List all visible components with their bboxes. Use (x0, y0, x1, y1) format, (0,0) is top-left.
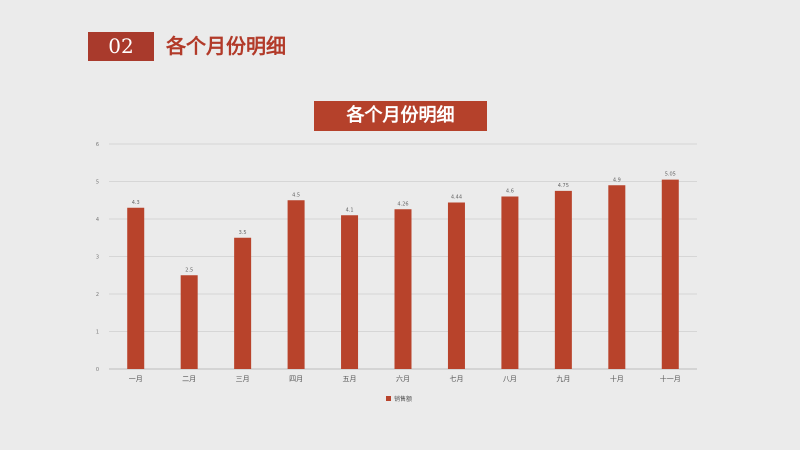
bar (394, 209, 412, 369)
data-label: 4.9 (613, 177, 621, 183)
x-tick-label: 五月 (343, 375, 357, 383)
chart-title: 各个月份明细 (314, 101, 487, 131)
x-tick-label: 七月 (449, 374, 463, 383)
data-label: 4.6 (506, 189, 514, 195)
data-label: 5.05 (665, 172, 676, 178)
legend-swatch (386, 396, 391, 401)
legend-label: 销售额 (394, 395, 412, 403)
bar (554, 190, 572, 369)
x-tick-label: 十一月 (660, 374, 681, 383)
y-tick-label: 5 (96, 180, 99, 186)
bar (234, 237, 252, 369)
x-tick-label: 二月 (182, 375, 196, 383)
section-number-badge: 02 (88, 32, 154, 61)
bar (447, 202, 465, 369)
data-label: 4.44 (451, 195, 462, 201)
bar (608, 185, 626, 369)
y-tick-label: 6 (96, 142, 99, 148)
data-label: 3.5 (239, 230, 247, 236)
y-tick-label: 0 (96, 367, 99, 373)
data-label: 2.5 (185, 267, 193, 273)
x-tick-label: 十月 (610, 374, 624, 383)
x-tick-label: 六月 (396, 374, 410, 383)
bar (287, 200, 305, 369)
x-tick-label: 四月 (289, 375, 303, 383)
bar (661, 179, 679, 369)
bar (127, 207, 145, 369)
x-tick-label: 八月 (503, 375, 517, 383)
data-label: 4.1 (346, 207, 354, 213)
y-tick-label: 2 (96, 292, 99, 298)
x-tick-label: 三月 (236, 375, 250, 383)
x-tick-label: 九月 (556, 374, 570, 383)
data-label: 4.5 (292, 192, 300, 198)
data-label: 4.75 (558, 183, 569, 189)
bar (180, 275, 198, 369)
bar (501, 196, 519, 369)
y-tick-label: 4 (96, 217, 99, 223)
bar (341, 215, 359, 369)
section-title: 各个月份明细 (166, 34, 286, 58)
y-tick-label: 3 (96, 255, 99, 261)
y-tick-label: 1 (96, 330, 99, 336)
data-label: 4.3 (132, 200, 140, 206)
data-label: 4.26 (397, 201, 408, 207)
x-tick-label: 一月 (129, 375, 143, 383)
